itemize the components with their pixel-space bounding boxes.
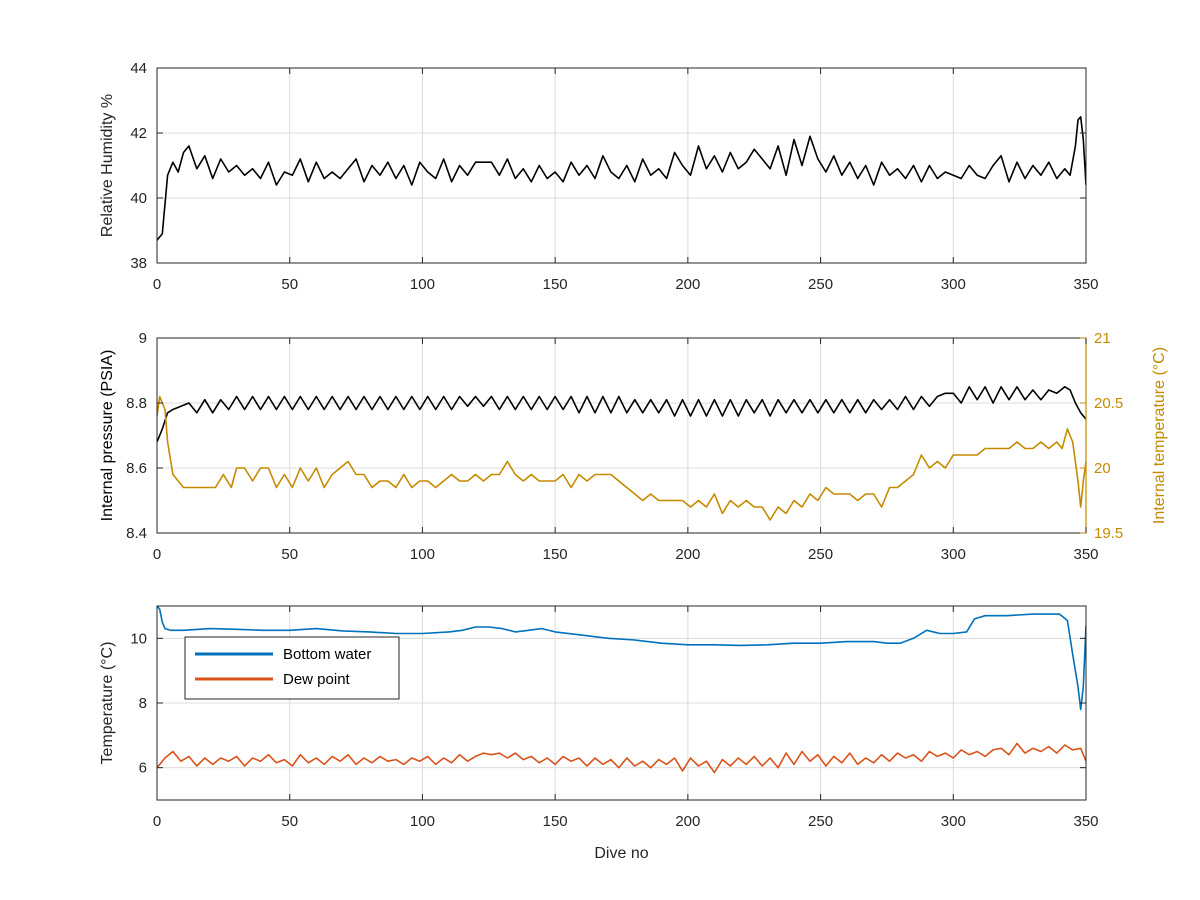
axes-box: [156, 67, 1087, 264]
y-tick-label: 44: [130, 60, 147, 77]
y-right-tick-label: 21: [1094, 330, 1111, 347]
x-tick-label: 0: [153, 546, 161, 563]
x-tick-label: 300: [941, 276, 966, 293]
panel-pressure: 0 50 100 150 200 250 300 350 8.4 8.6 8.8 9 19.5 20 20.…: [99, 330, 1168, 563]
y-right-tick-label: 20: [1094, 460, 1111, 477]
x-tick-label: 350: [1073, 546, 1098, 563]
x-tick-label: 200: [675, 813, 700, 830]
y-tick-label: 8.8: [126, 395, 147, 412]
plot-area: [157, 68, 1086, 263]
x-tick-label: 100: [410, 813, 435, 830]
y-axis-label: Internal pressure (PSIA): [99, 350, 116, 522]
series-bottom-water: [157, 606, 1086, 711]
x-tick-label: 150: [543, 546, 568, 563]
legend-box: [184, 636, 400, 700]
x-tick-label: 150: [543, 276, 568, 293]
x-tick-label: 100: [410, 276, 435, 293]
legend: Bottom water Dew point: [184, 636, 400, 700]
y-right-axis-label: Internal temperature (°C): [1151, 347, 1168, 524]
series-line-2: [157, 395, 1086, 521]
x-tick-label: 300: [941, 813, 966, 830]
series-dew-point: [157, 742, 1086, 774]
y-tick-label: 9: [139, 330, 147, 347]
x-tick-label: 350: [1073, 276, 1098, 293]
y-tick-label: 40: [130, 190, 147, 207]
x-tick-label: 250: [808, 276, 833, 293]
legend-label: Bottom water: [283, 646, 371, 663]
y-right-tick-label: 19.5: [1094, 525, 1123, 542]
y-tick-label: 6: [139, 760, 147, 777]
y-tick-label: 10: [130, 630, 147, 647]
series-line-1: [157, 385, 1086, 443]
y-axis-label: Relative Humidity %: [99, 94, 116, 237]
y-tick-label: 8: [139, 695, 147, 712]
x-tick-label: 150: [543, 813, 568, 830]
x-tick-label: 50: [281, 813, 298, 830]
y-tick-label: 8.6: [126, 460, 147, 477]
y-tick-label: 42: [130, 125, 147, 142]
panel-temperature: 0 50 100 150 200 250 300 350 6 8 10 Temperature (°C…: [99, 605, 1099, 862]
x-tick-label: 250: [808, 813, 833, 830]
x-tick-label: 250: [808, 546, 833, 563]
x-tick-label: 0: [153, 813, 161, 830]
plot-area: [157, 338, 1086, 533]
x-axis-label: Dive no: [594, 845, 648, 862]
x-tick-label: 350: [1073, 813, 1098, 830]
legend-label: Dew point: [283, 671, 351, 688]
series-line-1: [157, 116, 1086, 241]
x-tick-label: 0: [153, 276, 161, 293]
x-tick-label: 50: [281, 276, 298, 293]
y-tick-label: 38: [130, 255, 147, 272]
x-tick-label: 300: [941, 546, 966, 563]
panel-humidity: 0 50 100 150 200 250 300 350 38 40 42 44 Relative Hu…: [99, 60, 1099, 293]
x-tick-label: 100: [410, 546, 435, 563]
x-tick-label: 200: [675, 276, 700, 293]
x-tick-label: 200: [675, 546, 700, 563]
y-tick-label: 8.4: [126, 525, 147, 542]
y-right-tick-label: 20.5: [1094, 395, 1123, 412]
y-axis-label: Temperature (°C): [99, 642, 116, 765]
x-tick-label: 50: [281, 546, 298, 563]
